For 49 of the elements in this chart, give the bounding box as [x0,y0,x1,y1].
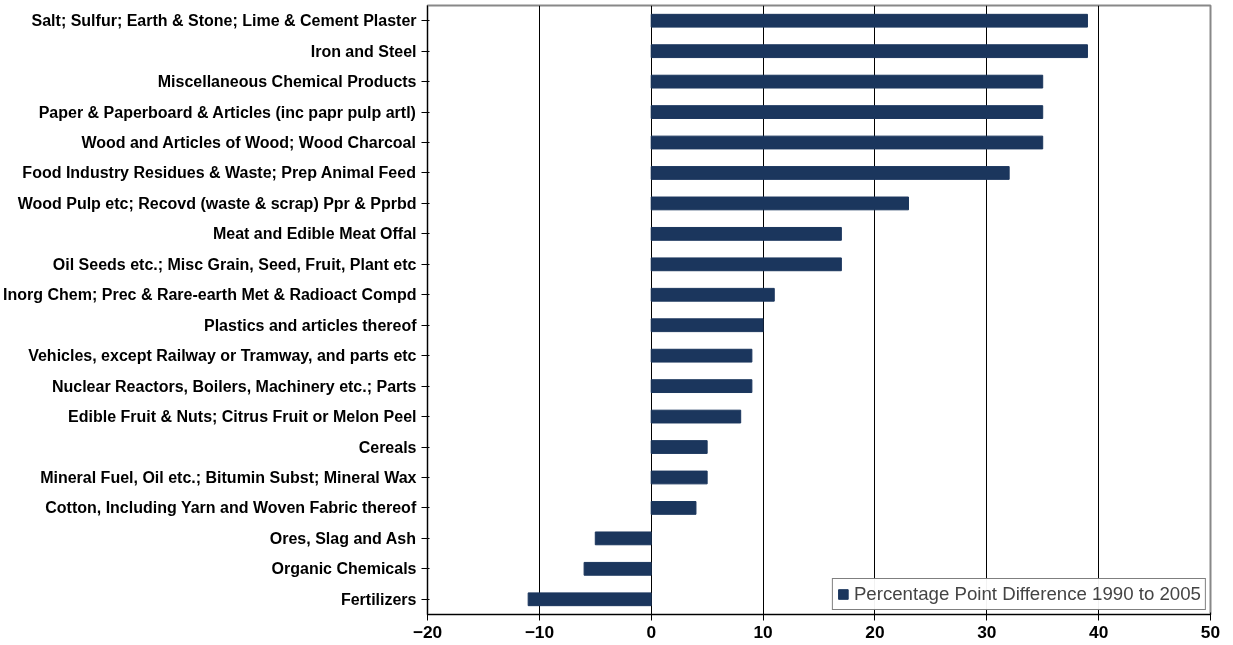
y-tick-label: Meat and Edible Meat Offal [212,225,417,243]
bar [650,470,708,485]
x-tick-label: −10 [524,621,555,642]
bar [650,44,1088,59]
y-tick-label: Mineral Fuel, Oil etc.; Bitumin Subst; Mineral Wax [40,468,417,486]
x-tick-label: 50 [1200,621,1221,642]
y-tick-label: Vehicles, except Railway or Tramway, and parts etc [28,347,417,365]
y-tick-label: Nuclear Reactors, Boilers, Machinery etc.; Parts [51,377,417,395]
x-tick-label: 30 [977,621,997,642]
y-tick-label: Wood and Articles of Wood; Wood Charcoal [81,134,416,152]
x-tick-label: 10 [753,621,773,642]
bar [527,592,652,607]
bar [650,105,1044,119]
x-tick-label: 0 [646,621,657,642]
bar [650,13,1088,28]
y-tick-label: Iron and Steel [310,42,417,60]
bar [650,257,842,272]
y-tick-label: Cotton, Including Yarn and Woven Fabric thereof [45,499,417,517]
bar [650,501,697,515]
y-tick-label: Food Industry Residues & Waste; Prep Animal Feed [22,164,416,182]
bar [650,379,753,394]
y-tick-label: Edible Fruit & Nuts; Citrus Fruit or Melon Peel [68,408,417,426]
y-tick-label: Paper & Paperboard & Articles (inc papr pulp artl) [38,103,416,121]
bar [650,287,775,302]
bar [650,74,1044,89]
x-tick-label: −20 [412,621,443,642]
y-tick-label: Salt; Sulfur; Earth & Stone; Lime & Cement Plaster [31,12,417,30]
x-tick-label: 20 [865,621,885,642]
bar [650,440,708,454]
bar [650,318,764,333]
bar [594,531,652,546]
x-tick-label: 40 [1089,621,1109,642]
y-tick-label: Organic Chemicals [271,560,417,578]
y-tick-label: Miscellaneous Chemical Products [157,73,417,91]
bar [650,166,1010,180]
y-tick-label: Plastics and articles thereof [203,316,418,334]
y-tick-label: Inorg Chem; Prec & Rare-earth Met & Radioact Compd [3,286,417,304]
bar [583,561,652,576]
bar [650,348,753,363]
y-tick-label: Fertilizers [340,590,417,608]
bar [650,196,909,211]
legend-label: Percentage Point Difference 1990 to 2005 [853,583,1201,605]
y-tick-label: Cereals [358,438,417,456]
y-tick-label: Wood Pulp etc; Recovd (waste & scrap) Ppr & Pprbd [17,194,417,212]
y-tick-label: Oil Seeds etc.; Misc Grain, Seed, Fruit, Plant etc [52,255,417,273]
bar [650,409,742,424]
bar [650,135,1044,150]
bar [650,226,842,241]
y-tick-label: Ores, Slag and Ash [269,529,416,547]
